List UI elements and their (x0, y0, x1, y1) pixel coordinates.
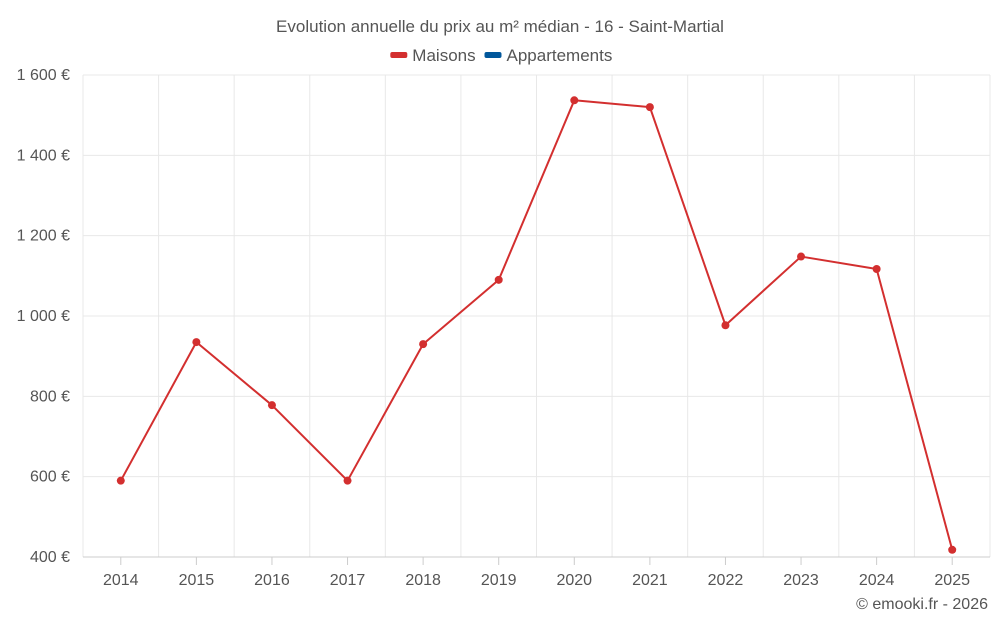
y-tick-label: 600 € (30, 469, 70, 486)
data-point[interactable] (645, 103, 654, 112)
x-tick-label: 2019 (481, 572, 517, 589)
y-tick-label: 1 200 € (17, 228, 70, 245)
data-point[interactable] (116, 476, 125, 485)
data-point[interactable] (419, 340, 428, 349)
grid (82, 74, 991, 557)
chart-title: Evolution annuelle du prix au m² médian … (276, 17, 724, 36)
x-tick-label: 2020 (556, 572, 592, 589)
y-tick-label: 1 000 € (17, 308, 70, 325)
x-tick-label: 2017 (330, 572, 366, 589)
legend: Maisons Appartements (390, 46, 612, 65)
data-point[interactable] (494, 275, 503, 284)
x-tick-label: 2014 (103, 572, 139, 589)
x-tick-label: 2024 (859, 572, 895, 589)
legend-item[interactable]: Appartements (484, 46, 613, 65)
data-point[interactable] (570, 96, 579, 105)
y-tick-label: 800 € (30, 388, 70, 405)
data-point[interactable] (797, 252, 806, 261)
legend-swatch (390, 52, 408, 58)
data-point[interactable] (721, 321, 730, 330)
data-point[interactable] (192, 338, 201, 347)
data-point[interactable] (948, 545, 957, 554)
legend-item[interactable]: Maisons (390, 46, 476, 65)
x-tick-label: 2022 (708, 572, 744, 589)
x-tick-label: 2021 (632, 572, 668, 589)
y-tick-label: 400 € (30, 549, 70, 566)
legend-swatch (484, 52, 502, 58)
axes (83, 556, 990, 565)
x-tick-label: 2018 (405, 572, 441, 589)
series-line (119, 99, 954, 551)
x-tick-label: 2025 (934, 572, 970, 589)
y-tick-label: 1 600 € (17, 67, 70, 84)
x-tick-label: 2015 (179, 572, 215, 589)
data-point[interactable] (267, 401, 276, 410)
data-point[interactable] (872, 265, 881, 274)
y-tick-label: 1 400 € (17, 147, 70, 164)
series (116, 96, 957, 554)
legend-label: Maisons (412, 46, 475, 65)
legend-label: Appartements (507, 46, 613, 65)
data-point[interactable] (343, 476, 352, 485)
x-tick-label: 2016 (254, 572, 290, 589)
credit-text[interactable]: © emooki.fr - 2026 (856, 596, 988, 613)
x-tick-label: 2023 (783, 572, 819, 589)
y-axis-ticks: 400 € 600 € 800 € 1 000 € 1 200 € 1 400 € 1 60… (17, 67, 70, 566)
x-axis-ticks: 2014 2015 2016 2017 2018 2019 2020 2021 2022 2023… (103, 572, 970, 589)
